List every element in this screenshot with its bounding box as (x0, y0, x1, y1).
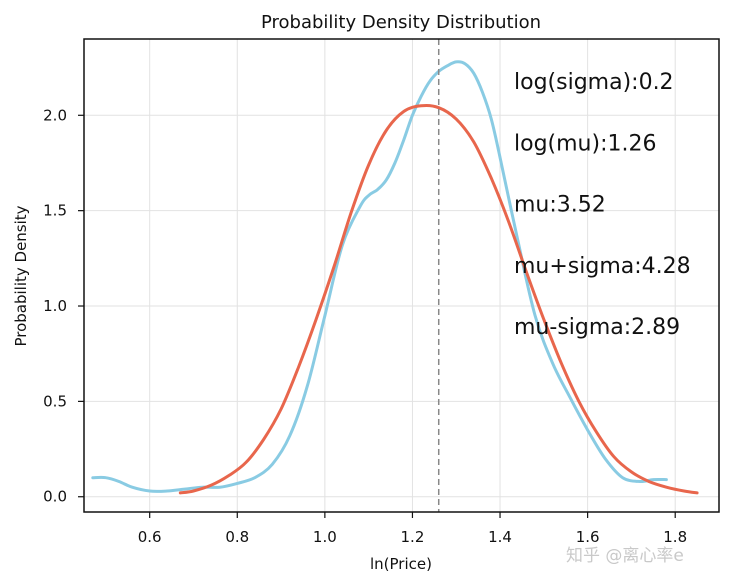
annotation-text: log(mu):1.26 (514, 131, 656, 156)
x-tick-label: 0.6 (138, 528, 162, 546)
x-tick-label: 0.8 (225, 528, 249, 546)
y-tick-label: 2.0 (43, 106, 67, 124)
x-tick-label: 1.0 (313, 528, 337, 546)
y-tick-label: 1.5 (43, 202, 67, 220)
series-line-2 (178, 103, 699, 495)
annotation-text: log(sigma):0.2 (514, 70, 674, 95)
annotation-text: mu+sigma:4.28 (514, 254, 691, 279)
y-tick-label: 0.5 (43, 392, 67, 410)
annotation-text: mu:3.52 (514, 193, 606, 218)
y-tick-label: 0.0 (43, 488, 67, 506)
y-axis-label: Probability Density (12, 205, 30, 346)
watermark-text: 知乎 @离心率e (566, 546, 684, 566)
x-axis-label: ln(Price) (370, 555, 432, 573)
x-tick-label: 1.4 (488, 528, 512, 546)
y-axis-ticks: 0.0 0.5 1.0 1.5 2.0 (43, 106, 84, 506)
plot-frame (83, 38, 720, 513)
series-layer (91, 60, 699, 495)
x-axis-ticks: 0.6 0.8 1.0 1.2 1.4 1.6 1.8 (138, 512, 687, 546)
annotation-text: mu-sigma:2.89 (514, 315, 680, 340)
grid (84, 39, 719, 512)
x-tick-label: 1.6 (576, 528, 600, 546)
x-tick-label: 1.2 (401, 528, 425, 546)
annotation-group: log(sigma):0.2 log(mu):1.26 mu:3.52 mu+sigm… (514, 70, 691, 340)
chart-title: Probability Density Distribution (261, 12, 541, 33)
y-tick-label: 1.0 (43, 297, 67, 315)
x-tick-label: 1.8 (663, 528, 687, 546)
